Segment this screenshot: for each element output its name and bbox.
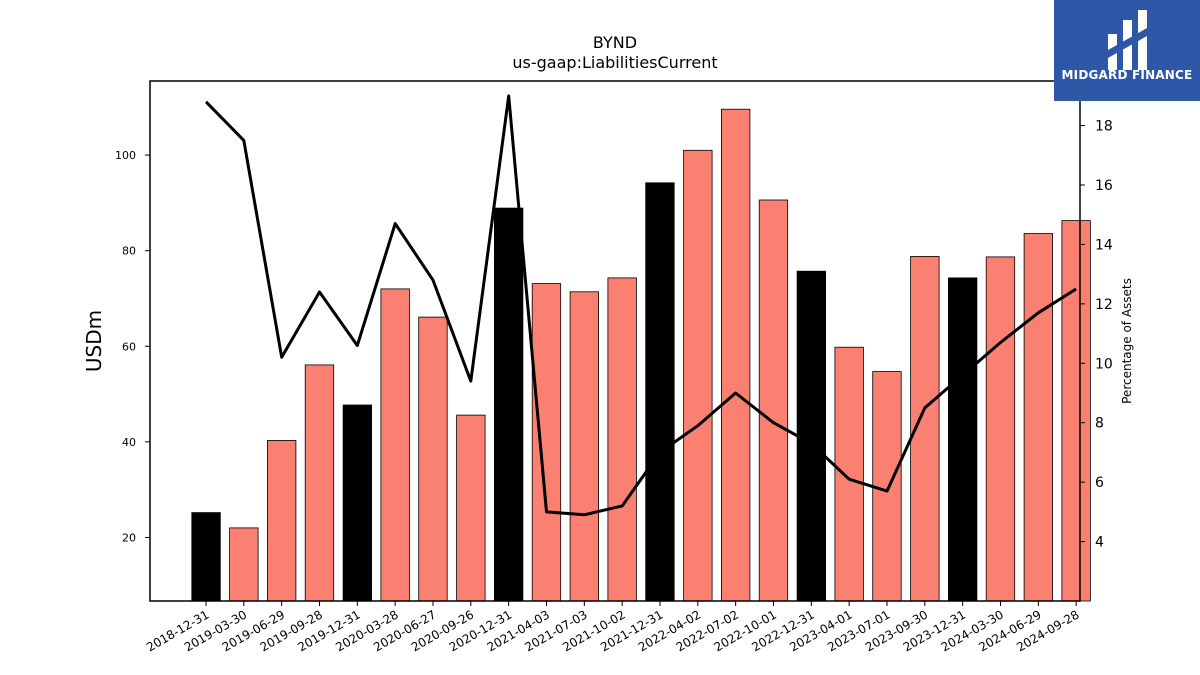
bar-2022-10-01 bbox=[758, 199, 789, 602]
bar-2019-06-29 bbox=[266, 439, 297, 602]
chart-subtitle: us-gaap:LiabilitiesCurrent bbox=[512, 53, 717, 72]
chart-title: BYND bbox=[593, 33, 637, 52]
y-tick-label: 100 bbox=[115, 149, 136, 162]
y-tick-label: 40 bbox=[122, 436, 136, 449]
plot-frame bbox=[149, 80, 1081, 602]
y2-axis-label: Percentage of Assets bbox=[1120, 278, 1134, 404]
y2-tick-label: 14 bbox=[1095, 237, 1113, 253]
bar-2024-06-29 bbox=[1023, 233, 1053, 602]
bar-2020-06-27 bbox=[418, 316, 448, 602]
bar-2020-03-28 bbox=[380, 288, 410, 602]
bar-2021-04-03 bbox=[531, 283, 562, 602]
bar-2021-07-03 bbox=[569, 291, 599, 602]
bar-2024-09-28 bbox=[1061, 220, 1091, 602]
bar-2019-09-28 bbox=[304, 364, 335, 602]
bar-2023-12-31 bbox=[948, 277, 978, 602]
y2-tick-label: 4 bbox=[1095, 535, 1104, 551]
y2-tick-label: 18 bbox=[1095, 119, 1113, 135]
bar-2023-07-01 bbox=[872, 371, 902, 602]
bar-2021-12-31 bbox=[645, 182, 675, 602]
y-tick-label: 80 bbox=[122, 245, 136, 258]
bar-2021-10-02 bbox=[607, 277, 637, 602]
y2-tick-label: 12 bbox=[1095, 297, 1113, 313]
bar-2020-09-26 bbox=[456, 414, 486, 602]
bar-2022-12-31 bbox=[796, 270, 826, 602]
bar-2019-12-31 bbox=[342, 404, 373, 602]
bar-2020-12-31 bbox=[493, 207, 524, 602]
line-series-percentage-of-assets bbox=[204, 94, 1077, 517]
y2-tick-label: 8 bbox=[1095, 416, 1104, 432]
y-tick-label: 20 bbox=[122, 531, 136, 544]
bar-2023-04-01 bbox=[834, 346, 864, 602]
y2-tick-label: 6 bbox=[1095, 475, 1104, 491]
bar-2022-07-02 bbox=[721, 108, 751, 602]
bar-2022-04-02 bbox=[683, 149, 713, 602]
y2-tick-label: 16 bbox=[1095, 178, 1113, 194]
brand-name: MIDGARD FINANCE bbox=[1061, 68, 1193, 82]
bar-2018-12-31 bbox=[191, 512, 221, 602]
midgard-logo-icon bbox=[1108, 10, 1147, 70]
brand-logo: MIDGARD FINANCE bbox=[1054, 0, 1200, 101]
bar-2019-03-30 bbox=[229, 527, 259, 602]
y-tick-label: 60 bbox=[122, 340, 136, 353]
bar-2024-03-30 bbox=[985, 256, 1016, 602]
y-axis-label: USDm bbox=[82, 310, 106, 372]
y2-tick-label: 10 bbox=[1095, 356, 1113, 372]
